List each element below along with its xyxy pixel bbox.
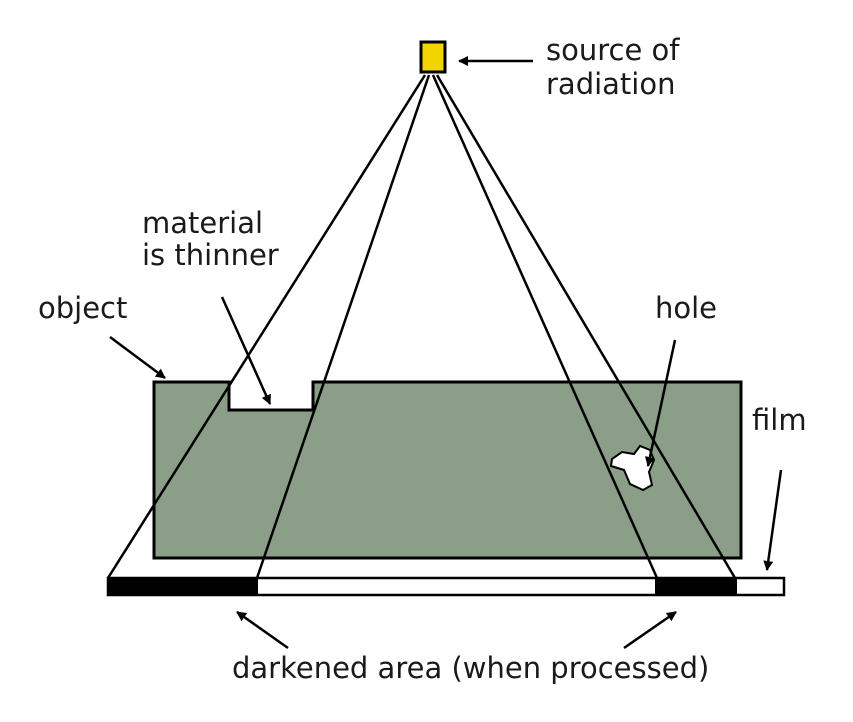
label-hole: hole [655, 291, 717, 325]
pointer-arrows [109, 56, 783, 650]
ray-notch [255, 74, 431, 579]
arrow-object [109, 335, 166, 380]
label-source-line1: source of [546, 33, 680, 67]
label-material-line1: material [142, 206, 263, 240]
label-source-line2: radiation [546, 67, 675, 101]
film-strip [106, 576, 786, 597]
radiation-source [419, 40, 447, 74]
arrow-film [763, 469, 783, 571]
ray-outer-left [106, 74, 427, 579]
arrow-material [220, 296, 272, 405]
label-film: film [752, 403, 807, 437]
arrow-hole [644, 339, 677, 467]
label-material-line2: is thinner [142, 238, 279, 272]
hole-void [609, 444, 656, 492]
label-object: object [38, 291, 127, 325]
arrow-darkened-left [236, 610, 289, 650]
label-darkened-area: darkened area (when processed) [232, 651, 709, 685]
ray-hole [431, 74, 659, 579]
ray-outer-right [435, 74, 737, 579]
film-darkened-right [655, 578, 737, 595]
arrow-darkened-right [623, 610, 677, 650]
radiation-rays [106, 74, 737, 579]
film-darkened-left [108, 578, 258, 595]
object-block [152, 380, 743, 560]
thin-material-notch [227, 382, 315, 412]
